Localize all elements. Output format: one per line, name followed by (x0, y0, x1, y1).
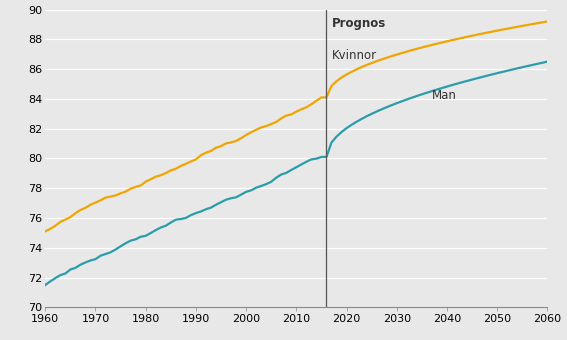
Text: Man: Man (432, 89, 457, 102)
Text: Kvinnor: Kvinnor (332, 49, 376, 62)
Text: Prognos: Prognos (332, 17, 386, 30)
